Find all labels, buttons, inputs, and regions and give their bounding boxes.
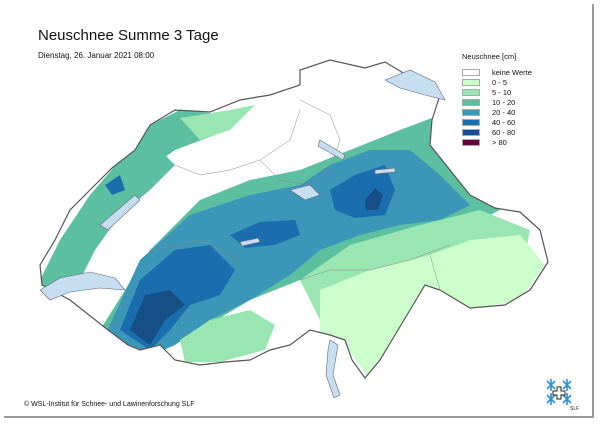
lake-geneva: [39, 271, 126, 301]
legend-swatch: [462, 118, 480, 126]
legend-swatch: [462, 138, 480, 146]
legend-label: 20 - 40: [492, 107, 516, 117]
zone-5-10-north: [180, 105, 255, 140]
legend-item: keine Werte: [462, 67, 532, 77]
legend-swatch: [462, 128, 480, 136]
legend-item: 0 - 5: [462, 77, 532, 87]
legend-item: 40 - 60: [462, 117, 532, 127]
legend-item: 20 - 40: [462, 107, 532, 117]
map-date: Dienstag, 26. Januar 2021 08:00: [38, 51, 155, 60]
legend-item: > 80: [462, 137, 532, 147]
legend-label: > 80: [492, 137, 507, 147]
zone-5-10-valais: [180, 310, 275, 362]
zone-40-60-jura: [105, 175, 125, 195]
legend-swatch: [462, 98, 480, 106]
legend-label: 5 - 10: [492, 87, 512, 97]
canton-borders: [149, 99, 451, 291]
legend-swatch: [462, 68, 480, 76]
legend-swatch: [462, 78, 480, 86]
lake-neuchatel: [99, 194, 141, 231]
legend-swatch: [462, 88, 480, 96]
zone-0-5-south: [320, 235, 545, 378]
legend-label: 60 - 80: [492, 127, 516, 137]
map-title: Neuschnee Summe 3 Tage: [38, 27, 219, 44]
lake-zurich: [317, 139, 346, 161]
legend-label: 40 - 60: [492, 117, 516, 127]
legend: Neuschnee [cm] keine Werte 0 - 5 5 - 10 …: [462, 52, 532, 147]
zone-60-80-east: [365, 188, 383, 210]
legend-title: Neuschnee [cm]: [462, 52, 517, 61]
lake-lucerne: [289, 184, 321, 201]
slf-logo-snowflake-icon: SLF: [546, 379, 579, 411]
legend-label: 10 - 20: [492, 97, 516, 107]
legend-item: 60 - 80: [462, 127, 532, 137]
lake-walen: [374, 167, 396, 175]
svg-text:SLF: SLF: [570, 406, 579, 411]
copyright: © WSL-Institut für Schnee- und Lawinenfo…: [24, 401, 195, 408]
lake-thun: [239, 237, 261, 247]
zone-10-20-jura: [40, 140, 175, 290]
lake-constance: [384, 69, 446, 101]
zone-60-80-west: [130, 290, 185, 345]
legend-swatch: [462, 108, 480, 116]
legend-item: 10 - 20: [462, 97, 532, 107]
lakes: [39, 69, 446, 399]
frame: [4, 4, 594, 418]
legend-label: keine Werte: [492, 67, 532, 77]
legend-item: 5 - 10: [462, 87, 532, 97]
legend-label: 0 - 5: [492, 77, 508, 87]
lake-maggiore: [325, 339, 341, 399]
